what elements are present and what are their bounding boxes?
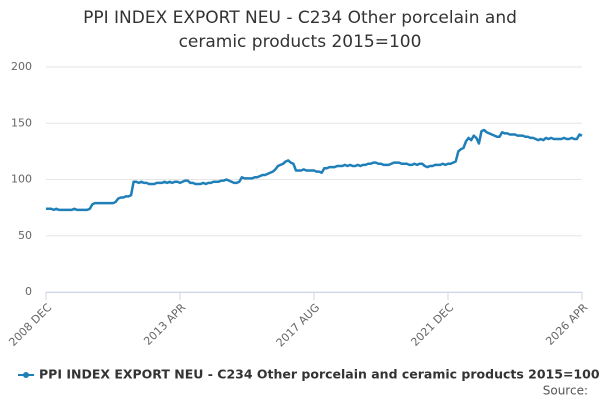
legend-marker (23, 372, 29, 378)
x-tick-label: 2008 DEC (6, 301, 54, 349)
chart-title: PPI INDEX EXPORT NEU - C234 Other porcel… (83, 8, 517, 52)
y-tick-label: 0 (25, 285, 32, 298)
source: Source: (543, 384, 588, 398)
y-tick-label: 150 (11, 116, 32, 129)
y-tick-label: 100 (11, 173, 32, 186)
x-tick-label: 2017 AUG (274, 301, 323, 350)
y-tick-label: 200 (11, 60, 32, 73)
x-tick-label: 2026 APR (543, 301, 590, 348)
x-tick-label: 2013 APR (141, 301, 188, 348)
legend-label: PPI INDEX EXPORT NEU - C234 Other porcel… (39, 367, 600, 382)
line (46, 128, 583, 212)
x-tick-label: 2021 DEC (408, 301, 456, 349)
y-tick-label: 50 (18, 229, 32, 242)
